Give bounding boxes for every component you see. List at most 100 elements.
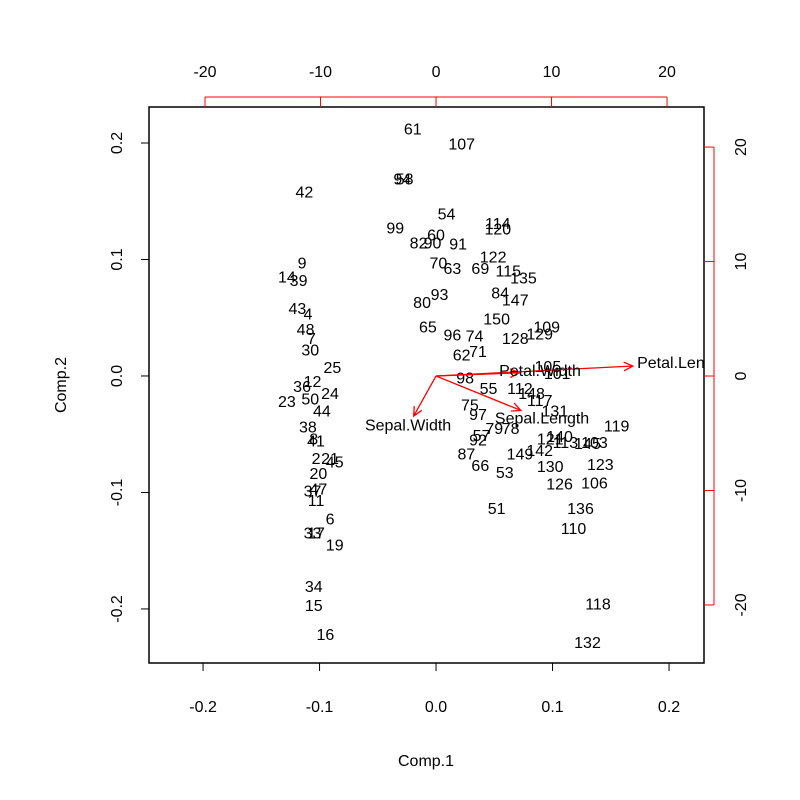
point-label: 25 [323,360,341,377]
y-tick-label: 0.2 [109,132,126,154]
point-label: 51 [488,501,506,518]
point-label: 78 [502,421,520,438]
point-label: 132 [574,635,601,652]
point-label: 91 [449,237,467,254]
point-label: 74 [466,329,484,346]
point-label: 12 [304,374,322,391]
point-label: 33 [304,526,322,543]
point-label: 115 [496,264,522,281]
y-axis-label: Comp.2 [53,357,70,413]
point-label: 14 [278,269,296,286]
x2-tick-label: -10 [309,64,332,81]
point-label: 131 [542,403,569,420]
y-tick-label: 0.1 [109,248,126,270]
point-label: 99 [386,220,404,237]
point-label: 82 [410,236,428,253]
x2-tick-label: 0 [432,64,441,81]
point-label: 60 [427,227,445,244]
point-label: 7 [307,331,316,348]
point-label: 87 [457,446,475,463]
point-label: 145 [574,436,601,453]
point-label: 97 [469,407,487,424]
x-axis-label: Comp.1 [398,753,454,770]
point-label: 69 [471,261,489,278]
point-label: 6 [326,512,335,529]
y2-tick-label: -10 [733,479,750,502]
point-label: 36 [293,379,311,396]
point-label: 65 [419,319,437,336]
point-label: 92 [469,432,487,449]
point-label: 149 [507,446,534,463]
point-label: 2 [312,451,321,468]
loading-label: Sepal.Width [365,417,451,434]
point-label: 148 [518,386,545,403]
point-label: 54 [438,206,456,223]
point-label: 61 [404,121,422,138]
x-tick-label: -0.2 [189,699,217,716]
point-label: 37 [304,484,322,501]
point-label: 129 [526,326,553,343]
point-label: 30 [301,343,319,360]
point-label: 41 [307,434,325,451]
point-label: 106 [581,476,608,493]
point-label: 45 [326,455,344,472]
point-label: 94 [393,171,411,188]
point-label: 109 [533,319,560,336]
point-label: 43 [289,301,307,318]
loading-arrow [412,375,437,418]
point-label: 71 [469,344,487,361]
loading-arrow [436,368,521,379]
point-label: 114 [485,216,511,233]
point-label: 16 [316,627,334,644]
y-tick-label: 0.0 [109,365,126,387]
y2-tick-label: 0 [733,371,750,380]
point-label: 23 [278,394,296,411]
point-label: 140 [546,429,573,446]
point-label: 39 [290,273,308,290]
point-label: 11 [308,493,325,510]
point-label: 4 [303,307,312,324]
point-label: 103 [581,435,608,452]
point-label: 75 [461,397,479,414]
x-tick-label: 0.1 [541,699,563,716]
point-label: 48 [297,322,315,339]
point-label: 123 [587,457,614,474]
y-tick-label: -0.1 [109,479,126,507]
x-tick-label: 0.2 [658,699,680,716]
point-label: 147 [502,293,529,310]
point-label: 57 [473,428,491,445]
point-label: 66 [471,458,489,475]
point-label: 121 [537,431,564,448]
loading-label: Petal.Width [499,363,581,380]
point-label: 118 [585,597,611,614]
x-tick-label: 0.0 [425,699,447,716]
point-label: 21 [321,451,339,468]
point-label: 70 [429,255,447,272]
y2-tick-label: 20 [733,138,750,156]
point-label: 107 [448,137,475,154]
y2-tick-label: -20 [733,593,750,616]
point-label: 8 [309,431,318,448]
point-label: 63 [443,261,461,278]
point-label: 93 [431,287,449,304]
point-label: 62 [453,347,471,364]
point-label: 79 [485,421,503,438]
plot-frame [148,106,705,664]
point-label: 80 [413,295,431,312]
point-label: 20 [309,466,327,483]
point-label: 44 [313,403,331,420]
loading-label: Sepal.Length [495,410,589,427]
point-label: 15 [305,598,323,615]
point-label: 9 [298,255,307,272]
point-label: 119 [604,418,630,435]
point-label: 135 [510,271,537,288]
point-label: 19 [326,537,344,554]
point-label: 55 [480,381,498,398]
point-label: 42 [296,184,314,201]
x2-tick-label: 10 [543,64,561,81]
loading-label: Petal.Length [637,355,727,372]
point-label: 24 [321,386,339,403]
point-label: 126 [546,477,573,494]
